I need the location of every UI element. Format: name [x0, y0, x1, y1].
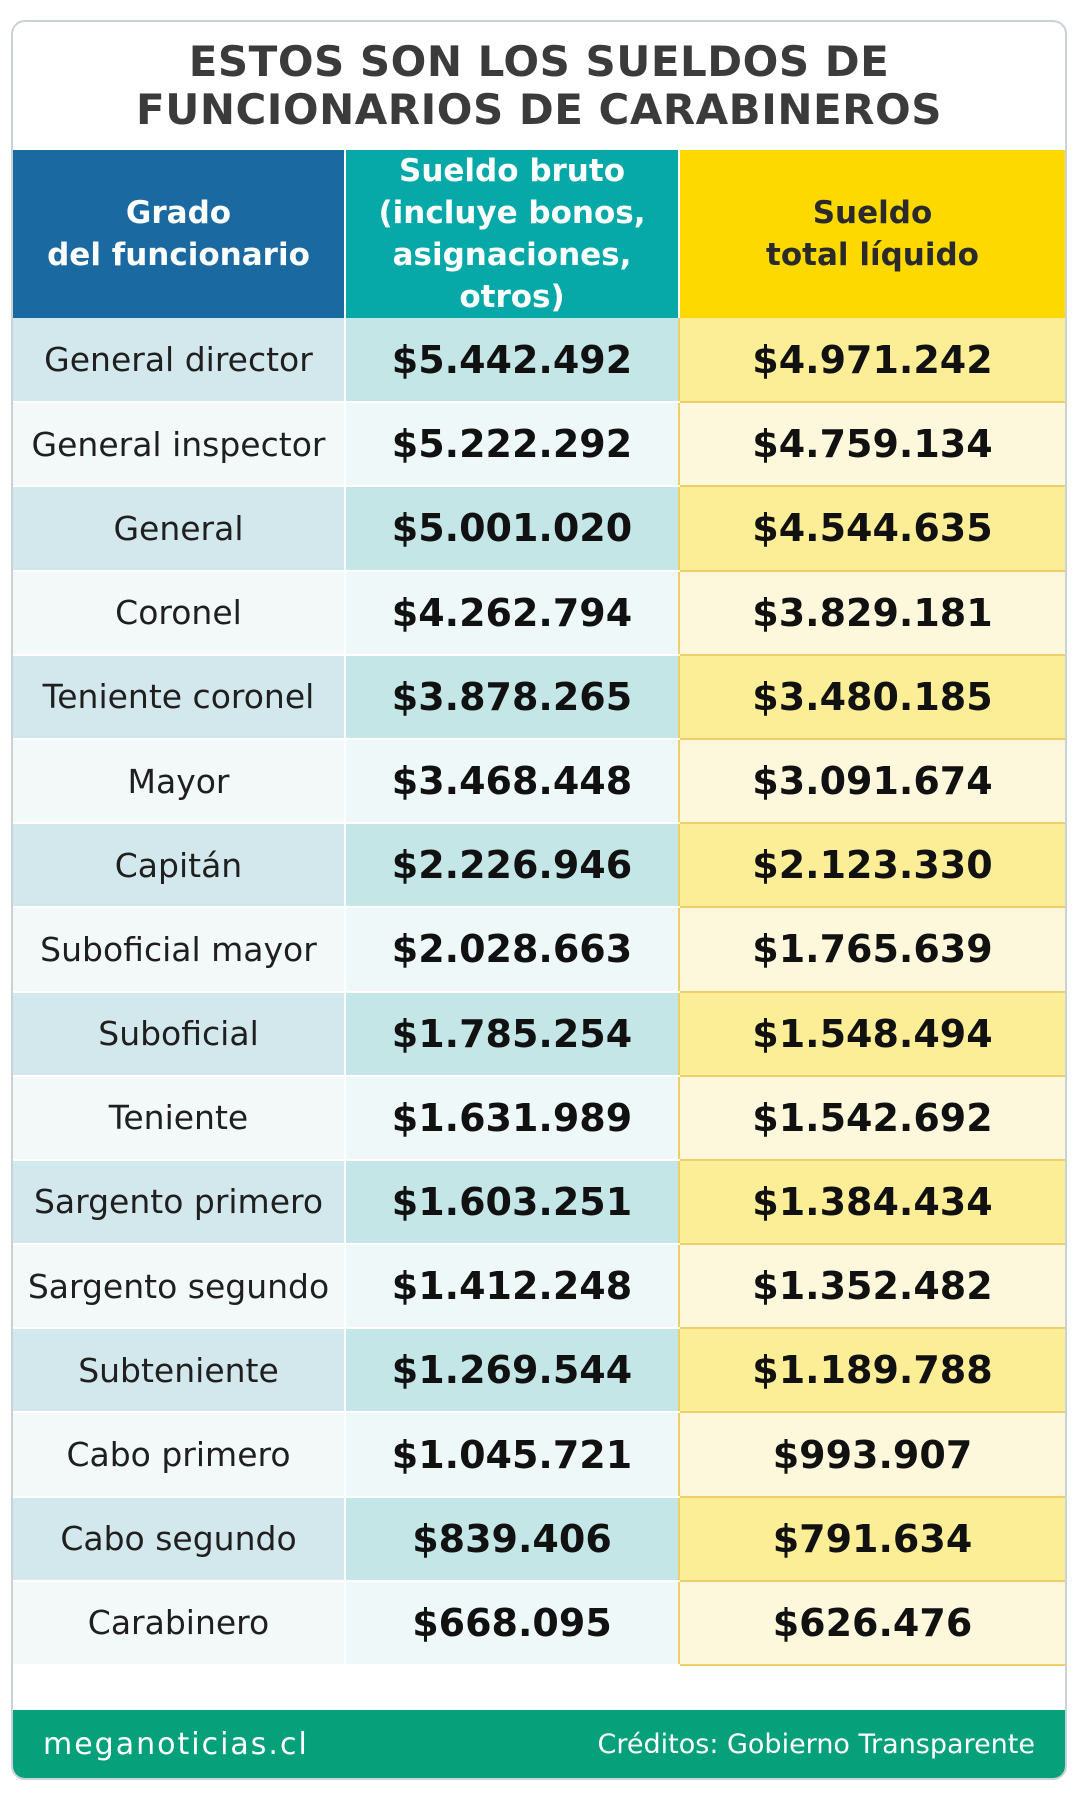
gross-salary-cell: $1.269.544 [345, 1328, 680, 1414]
table-row: General $5.001.020 $4.544.635 [13, 486, 1065, 572]
table-row: Coronel $4.262.794 $3.829.181 [13, 570, 1065, 656]
header-net-line-2: total líquido [766, 237, 979, 273]
header-grade: Grado del funcionario [13, 150, 346, 318]
header-net-salary: Sueldo total líquido [679, 150, 1065, 318]
grade-cell: General [13, 486, 346, 572]
gross-salary-cell: $5.442.492 [345, 318, 680, 404]
title-line-1: ESTOS SON LOS SUELDOS DE [188, 37, 890, 86]
table-row: Teniente coronel $3.878.265 $3.480.185 [13, 654, 1065, 740]
gross-salary-cell: $3.878.265 [345, 654, 680, 740]
gross-salary-cell: $1.785.254 [345, 991, 680, 1077]
salary-infographic: ESTOS SON LOS SUELDOS DE FUNCIONARIOS DE… [11, 20, 1067, 1780]
title-line-2: FUNCIONARIOS DE CARABINEROS [136, 85, 942, 134]
net-salary-cell: $791.634 [679, 1496, 1065, 1582]
gross-salary-cell: $4.262.794 [345, 570, 680, 656]
table-row: Carabinero $668.095 $626.476 [13, 1580, 1065, 1667]
grade-cell: Coronel [13, 570, 346, 656]
grade-cell: Cabo segundo [13, 1496, 346, 1582]
net-salary-cell: $1.765.639 [679, 907, 1065, 993]
table-row: General inspector $5.222.292 $4.759.134 [13, 402, 1065, 488]
header-gross-salary: Sueldo bruto (incluye bonos, asignacione… [345, 150, 680, 318]
grade-cell: Cabo primero [13, 1412, 346, 1498]
net-salary-cell: $1.189.788 [679, 1328, 1065, 1414]
grade-cell: Sargento segundo [13, 1244, 346, 1330]
salary-table: Grado del funcionario Sueldo bruto (incl… [13, 150, 1065, 1667]
gross-salary-cell: $1.045.721 [345, 1412, 680, 1498]
table-row: Capitán $2.226.946 $2.123.330 [13, 823, 1065, 909]
header-gross-line-1: Sueldo bruto [399, 153, 625, 189]
net-salary-cell: $4.971.242 [679, 318, 1065, 404]
grade-cell: Suboficial [13, 991, 346, 1077]
gross-salary-cell: $668.095 [345, 1580, 680, 1667]
grade-cell: Carabinero [13, 1580, 346, 1667]
gross-salary-cell: $2.226.946 [345, 823, 680, 909]
table-row: Cabo primero $1.045.721 $993.907 [13, 1412, 1065, 1498]
gross-salary-cell: $839.406 [345, 1496, 680, 1582]
net-salary-cell: $1.548.494 [679, 991, 1065, 1077]
gross-salary-cell: $5.222.292 [345, 402, 680, 488]
net-salary-cell: $2.123.330 [679, 823, 1065, 909]
credits-text: Créditos: Gobierno Transparente [597, 1728, 1035, 1760]
table-body: General director $5.442.492 $4.971.242 Gene… [13, 318, 1065, 1667]
grade-cell: Teniente [13, 1075, 346, 1161]
gross-salary-cell: $5.001.020 [345, 486, 680, 572]
header-gross-line-3: asignaciones, otros) [392, 237, 632, 315]
gross-salary-cell: $3.468.448 [345, 738, 680, 825]
table-row: Sargento segundo $1.412.248 $1.352.482 [13, 1244, 1065, 1330]
grade-cell: Subteniente [13, 1328, 346, 1414]
grade-cell: Teniente coronel [13, 654, 346, 740]
grade-cell: Mayor [13, 738, 346, 825]
table-row: Teniente $1.631.989 $1.542.692 [13, 1075, 1065, 1161]
net-salary-cell: $4.759.134 [679, 402, 1065, 488]
net-salary-cell: $3.091.674 [679, 738, 1065, 825]
net-salary-cell: $1.542.692 [679, 1075, 1065, 1161]
header-grade-line-2: del funcionario [47, 237, 310, 273]
table-row: Suboficial $1.785.254 $1.548.494 [13, 991, 1065, 1077]
net-salary-cell: $3.480.185 [679, 654, 1065, 740]
header-gross-line-2: (incluye bonos, [378, 195, 646, 231]
footer-bar: meganoticias.cl Créditos: Gobierno Trans… [13, 1710, 1065, 1778]
grade-cell: Capitán [13, 823, 346, 909]
gross-salary-cell: $2.028.663 [345, 907, 680, 993]
grade-cell: General director [13, 318, 346, 404]
net-salary-cell: $1.384.434 [679, 1159, 1065, 1246]
gross-salary-cell: $1.412.248 [345, 1244, 680, 1330]
grade-cell: Suboficial mayor [13, 907, 346, 993]
header-grade-line-1: Grado [125, 195, 232, 231]
net-salary-cell: $3.829.181 [679, 570, 1065, 656]
header-row: Grado del funcionario Sueldo bruto (incl… [13, 150, 1065, 318]
table-row: General director $5.442.492 $4.971.242 [13, 318, 1065, 404]
page-title: ESTOS SON LOS SUELDOS DE FUNCIONARIOS DE… [13, 22, 1065, 150]
grade-cell: General inspector [13, 402, 346, 488]
net-salary-cell: $993.907 [679, 1412, 1065, 1498]
gross-salary-cell: $1.603.251 [345, 1159, 680, 1246]
site-name: meganoticias.cl [43, 1726, 309, 1762]
grade-cell: Sargento primero [13, 1159, 346, 1246]
table-row: Suboficial mayor $2.028.663 $1.765.639 [13, 907, 1065, 993]
header-net-line-1: Sueldo [812, 195, 933, 231]
gross-salary-cell: $1.631.989 [345, 1075, 680, 1161]
net-salary-cell: $1.352.482 [679, 1244, 1065, 1330]
net-salary-cell: $4.544.635 [679, 486, 1065, 572]
net-salary-cell: $626.476 [679, 1580, 1065, 1667]
table-row: Sargento primero $1.603.251 $1.384.434 [13, 1159, 1065, 1246]
table-row: Mayor $3.468.448 $3.091.674 [13, 738, 1065, 825]
table-row: Cabo segundo $839.406 $791.634 [13, 1496, 1065, 1582]
table-row: Subteniente $1.269.544 $1.189.788 [13, 1328, 1065, 1414]
